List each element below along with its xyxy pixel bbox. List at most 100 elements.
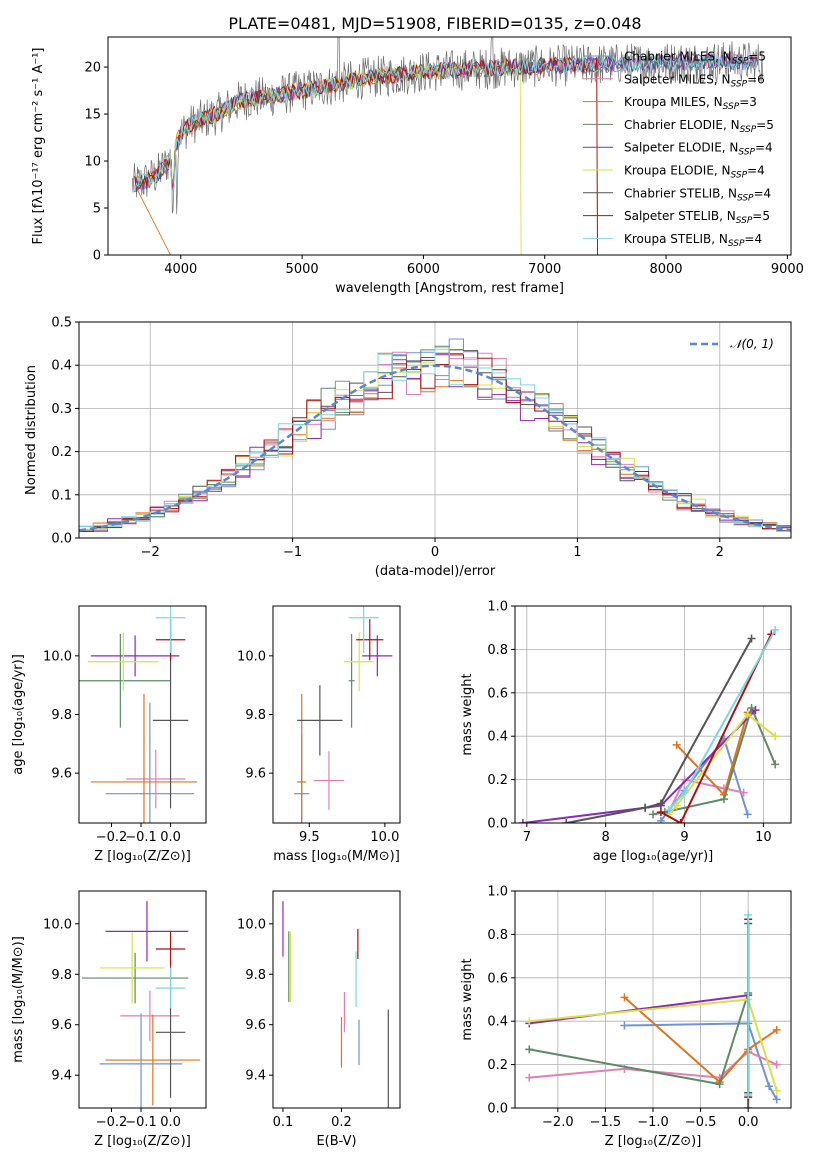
plot-area [282,901,389,1108]
plot-area [79,606,198,823]
y-axis-label: Normed distribution [24,365,39,495]
legend-label: Kroupa STELIB, NSSP=4 [624,232,762,249]
model-spectrum-kroupa-stelib [134,54,757,194]
y-tick-label: 9.6 [245,767,266,782]
plot-area [79,338,791,532]
y-axis-label: mass weight [460,673,475,755]
histogram-salpeter-stelib [79,354,791,532]
x-tick-label: 4000 [164,262,197,277]
x-tick-label: −2.0 [542,1115,574,1130]
y-tick-label: 0.0 [487,1102,508,1117]
weight-marker [672,740,681,749]
x-tick-label: 1 [573,545,581,560]
y-tick-label: 0.6 [487,686,508,701]
plot-area [131,37,763,255]
weight-marker [747,634,756,643]
x-axis-label: age [log₁₀(age/yr)] [593,849,714,864]
y-tick-label: 0.1 [51,488,72,503]
y-tick-label: 0.2 [487,773,508,788]
weight-marker [744,1104,753,1108]
model-spectrum-salpeter-stelib [134,55,598,255]
y-tick-label: 9.8 [245,708,266,723]
weight-marker [656,808,665,817]
y-tick-label: 0 [93,249,101,264]
histogram-kroupa-stelib [79,347,791,532]
weight-marker [744,910,753,919]
y-tick-label: 10.0 [43,649,72,664]
x-tick-label: 5000 [286,262,319,277]
y-tick-label: 0.0 [487,817,508,832]
weight-vs-age-panel: 7 8 9 10 0.0 0.2 0.4 0.6 0.8 1.0 age [log₁₀(age/yr… [460,600,792,864]
weight-marker [771,760,780,769]
axes-frame-group: 7 8 9 10 0.0 0.2 0.4 0.6 0.8 1.0 age [log₁₀(age/yr… [460,600,792,864]
x-tick-label: 2 [716,545,724,560]
weight-marker [743,710,752,719]
legend-label-text: Kroupa MILES, N [624,95,723,109]
legend-label-subscript: SSP [728,239,745,249]
weight-line [623,996,778,1084]
y-tick-label: 0.8 [487,643,508,658]
x-tick-label: 8000 [649,262,682,277]
legend-label-text: Chabrier STELIB, N [624,186,737,200]
legend-label-nssp: =5 [752,209,770,223]
weight-marker [676,819,685,823]
x-tick-label: 0.0 [160,830,181,845]
x-tick-label: 7000 [528,262,561,277]
x-tick-label: −0.1 [125,830,157,845]
y-tick-label: 0.2 [487,1058,508,1073]
x-tick-label: −1.0 [637,1115,669,1130]
legend-label-text: Kroupa STELIB, N [624,232,728,246]
plot-area [81,901,201,1108]
y-tick-label: 0.4 [51,359,72,374]
weight-line [660,633,773,823]
weight-marker [664,805,673,814]
legend-label: Kroupa MILES, NSSP=3 [624,95,757,112]
axes-frame-group: 0.1 0.2 9.4 9.6 9.8 10.0 E(B-V) [237,890,401,1149]
axes-frame-group: −2 −1 0 1 2 0.0 0.1 0.2 0.3 0.4 0.5 (data-model)/er… [24,316,792,579]
normal-curve [79,364,791,532]
weight-marker [772,1025,781,1034]
legend-label-subscript: SSP [732,57,749,67]
y-tick-label: 0.5 [51,316,72,331]
legend-normal-label: 𝒩(0, 1) [730,337,774,351]
x-tick-label: 8 [602,830,610,845]
weight-marker [765,1082,774,1091]
y-tick-label: 9.6 [51,1018,72,1033]
legend-label-text: Chabrier MILES, N [624,50,732,64]
y-tick-label: 10.0 [43,917,72,932]
weight-marker [680,788,689,797]
x-tick-label: 9.5 [299,830,320,845]
y-tick-label: 1.0 [487,600,508,615]
weight-marker [525,1045,534,1054]
y-tick-label: 9.4 [245,1069,266,1084]
weight-marker [719,795,728,804]
mass-vs-Z-panel: −0.2−0.1 0.0 9.4 9.6 9.8 10.0 Z [log₁₀(Z/Z⊙)] m… [11,890,207,1149]
legend-label: Salpeter MILES, NSSP=6 [624,72,765,89]
weight-marker [772,1095,781,1104]
legend-label-text: Chabrier ELODIE, N [624,118,740,132]
weight-line [529,994,749,1025]
weight-marker [656,799,665,808]
age-vs-Z-panel: −0.2−0.1 0.0 9.6 9.8 10.0 Z [log₁₀(Z/Z⊙)] age … [11,605,207,864]
legend-label-text: Salpeter MILES, N [624,72,731,86]
legend-label-nssp: =4 [754,186,772,200]
x-tick-label: −0.1 [125,1115,157,1130]
weight-marker [751,706,760,715]
axes-frame [272,890,401,1109]
weight-marker [525,1017,534,1026]
axes-frame [107,36,792,256]
residuals-panel: −2 −1 0 1 2 0.0 0.1 0.2 0.3 0.4 0.5 (data-model)/er… [24,316,792,579]
axes-frame [78,605,207,824]
y-tick-label: 15 [84,108,101,123]
x-tick-label: 0.0 [160,1115,181,1130]
x-tick-label: 9000 [771,262,804,277]
y-axis-label: Flux [fλ10⁻¹⁷ erg cm⁻² s⁻¹ A⁻¹] [31,48,46,245]
legend-label-nssp: =4 [744,232,762,246]
y-axis-label: age [log₁₀(age/yr)] [11,654,26,775]
x-axis-label: Z [log₁₀(Z/Z⊙)] [605,1134,702,1149]
plot-area [518,625,780,823]
legend-label-subscript: SSP [737,193,754,203]
plot-area [525,910,781,1108]
age-vs-mass-panel: 9.5 10.0 9.6 9.8 10.0 mass [log₁₀(M/M⊙)] [237,605,401,864]
